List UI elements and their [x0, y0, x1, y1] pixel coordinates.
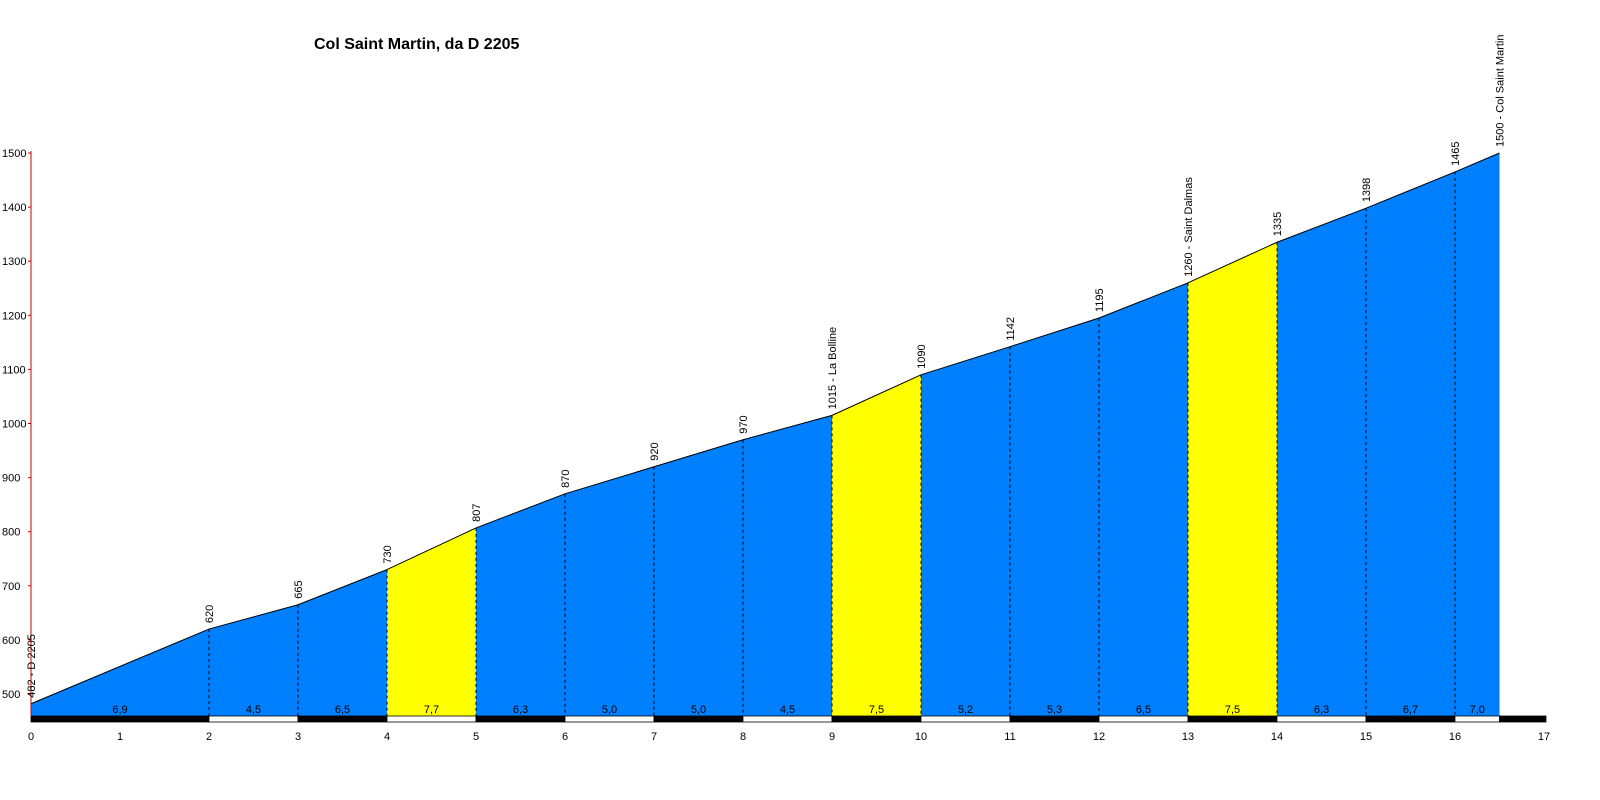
gradient-bar-segment: [30, 715, 210, 723]
profile-segment-2: [298, 569, 387, 719]
profile-segment-3: [387, 527, 476, 719]
y-tick-label: 1500: [2, 148, 26, 160]
gradient-bar-segment: [297, 715, 388, 723]
x-tick-label: 9: [829, 731, 835, 743]
gradient-label: 7,0: [1470, 704, 1485, 716]
profile-segment-0: [31, 629, 209, 719]
altitude-label: 1090: [916, 344, 928, 368]
profile-segment-15: [1455, 153, 1500, 719]
gradient-bar-segment: [920, 715, 1011, 723]
x-tick-label: 3: [295, 731, 301, 743]
gradient-bar-segment: [475, 715, 566, 723]
x-tick-label: 1: [117, 731, 123, 743]
altitude-label: 482 - D 2205: [26, 634, 38, 698]
altitude-label: 1398: [1361, 178, 1373, 202]
altitude-label: 620: [204, 605, 216, 623]
profile-segment-5: [565, 466, 654, 719]
x-tick-label: 12: [1093, 731, 1105, 743]
y-tick-label: 1400: [2, 202, 26, 214]
profile-segment-7: [743, 415, 832, 719]
altitude-label: 1142: [1005, 317, 1017, 341]
gradient-bar-segment: [564, 715, 655, 723]
profile-segment-14: [1366, 171, 1455, 719]
x-tick-label: 14: [1271, 731, 1283, 743]
altitude-label: 665: [293, 580, 305, 598]
altitude-label: 1465: [1450, 141, 1462, 165]
altitude-label: 1015 - La Bolline: [827, 327, 839, 410]
y-tick-label: 1100: [2, 364, 26, 376]
gradient-label: 5,2: [958, 704, 973, 716]
x-tick-label: 17: [1538, 731, 1550, 743]
gradient-label: 7,7: [424, 704, 439, 716]
x-tick-label: 6: [562, 731, 568, 743]
gradient-label: 6,7: [1403, 704, 1418, 716]
gradient-label: 5,0: [691, 704, 706, 716]
gradient-label: 6,3: [1314, 704, 1329, 716]
altitude-label: 1335: [1272, 212, 1284, 236]
profile-segment-4: [476, 493, 565, 719]
gradient-bar-segment: [653, 715, 744, 723]
gradient-bar-segment: [1454, 715, 1500, 723]
x-tick-label: 8: [740, 731, 746, 743]
y-tick-label: 1000: [2, 419, 26, 431]
gradient-label: 6,5: [1136, 704, 1151, 716]
x-tick-label: 16: [1449, 731, 1461, 743]
altitude-label: 970: [738, 415, 750, 433]
altitude-label: 870: [560, 469, 572, 487]
y-tick-label: 1300: [2, 256, 26, 268]
gradient-bar-segment: [1098, 715, 1189, 723]
gradient-label: 4,5: [246, 704, 261, 716]
altitude-label: 1260 - Saint Dalmas: [1183, 177, 1195, 277]
x-tick-label: 10: [915, 731, 927, 743]
gradient-bar-segment: [1009, 715, 1100, 723]
gradient-bar-tail: [1499, 715, 1547, 723]
profile-segment-11: [1099, 282, 1188, 719]
gradient-label: 6,9: [112, 704, 127, 716]
gradient-bar-segment: [1365, 715, 1456, 723]
gradient-label: 4,5: [780, 704, 795, 716]
altitude-label: 1195: [1094, 288, 1106, 312]
gradient-bar-segment: [1276, 715, 1367, 723]
altitude-label: 1500 - Col Saint Martin: [1495, 35, 1507, 148]
gradient-bar-segment: [208, 715, 299, 723]
altitude-label: 807: [471, 504, 483, 522]
profile-segment-10: [1010, 318, 1099, 719]
x-tick-label: 5: [473, 731, 479, 743]
profile-segment-6: [654, 439, 743, 719]
y-tick-label: 600: [2, 635, 20, 647]
profile-segment-9: [921, 346, 1010, 719]
y-tick-label: 700: [2, 581, 20, 593]
gradient-label: 5,0: [602, 704, 617, 716]
profile-segment-1: [209, 604, 298, 719]
altitude-label: 920: [649, 442, 661, 460]
gradient-bar-segment: [1187, 715, 1278, 723]
chart-title: Col Saint Martin, da D 2205: [314, 36, 520, 53]
gradient-label: 7,5: [869, 704, 884, 716]
gradient-label: 6,5: [335, 704, 350, 716]
x-tick-label: 0: [28, 731, 34, 743]
gradient-bar-segment: [386, 715, 477, 723]
gradient-label: 7,5: [1225, 704, 1240, 716]
y-tick-label: 900: [2, 473, 20, 485]
gradient-bar-segment: [831, 715, 922, 723]
x-tick-label: 11: [1004, 731, 1015, 743]
altitude-label: 730: [382, 545, 394, 563]
profile-segment-12: [1188, 242, 1277, 719]
x-tick-label: 13: [1182, 731, 1194, 743]
gradient-label: 6,3: [513, 704, 528, 716]
gradient-label: 5,3: [1047, 704, 1062, 716]
y-tick-label: 1200: [2, 310, 26, 322]
x-tick-label: 15: [1360, 731, 1372, 743]
profile-segment-13: [1277, 208, 1366, 719]
x-tick-label: 4: [384, 731, 390, 743]
x-tick-label: 2: [206, 731, 212, 743]
x-tick-label: 7: [651, 731, 657, 743]
y-tick-label: 800: [2, 527, 20, 539]
y-tick-label: 500: [2, 689, 20, 701]
gradient-bar-segment: [742, 715, 833, 723]
profile-segment-8: [832, 374, 921, 719]
